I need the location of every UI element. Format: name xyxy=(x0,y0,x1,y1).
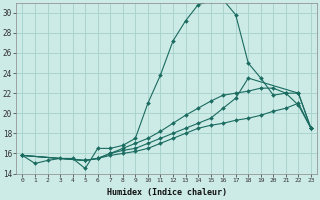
X-axis label: Humidex (Indice chaleur): Humidex (Indice chaleur) xyxy=(107,188,227,197)
